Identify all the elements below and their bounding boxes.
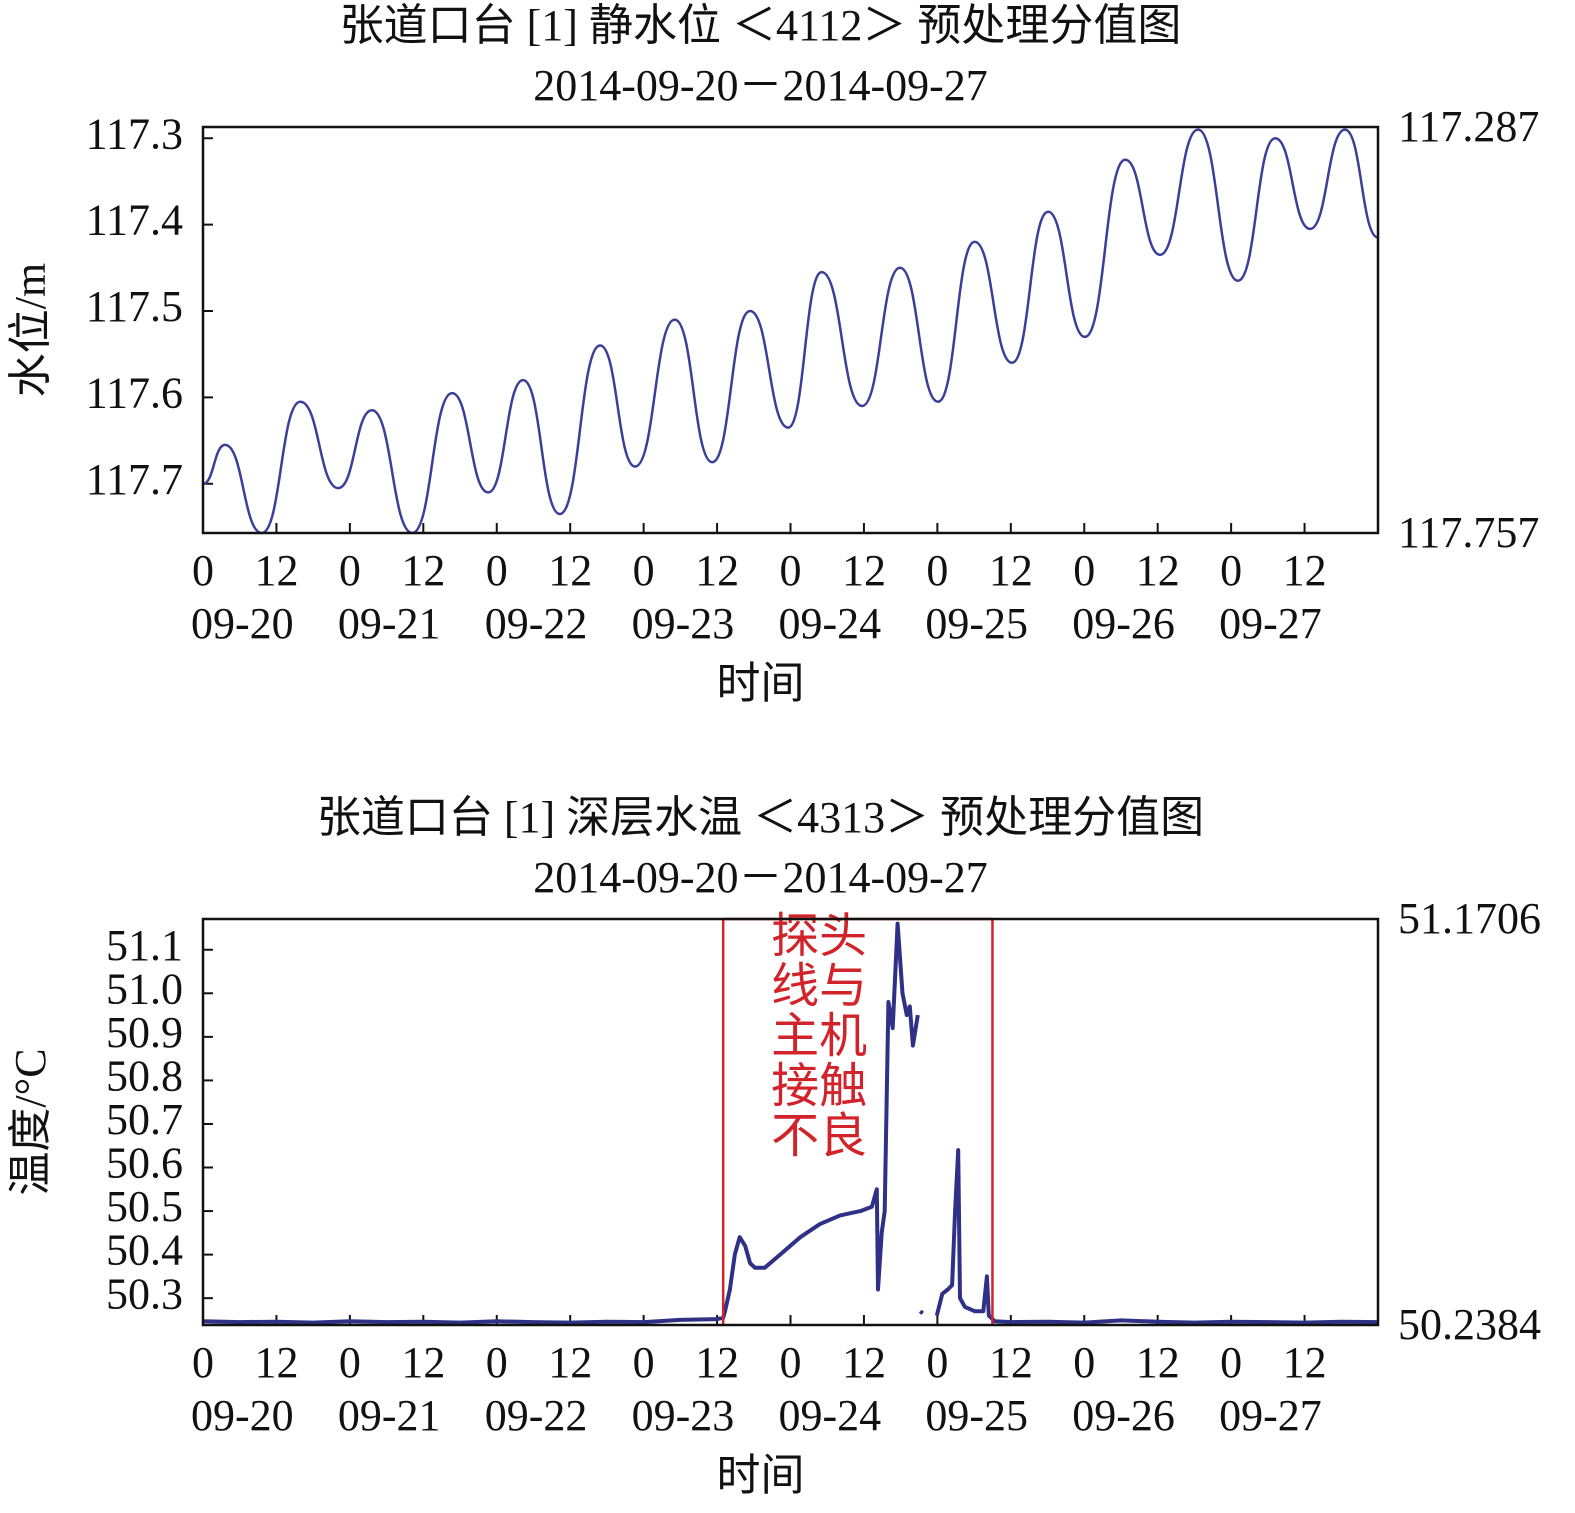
x-tick-label: 12 (548, 546, 592, 595)
x-tick-label: 0 (192, 1338, 214, 1387)
y-tick-label: 117.5 (86, 282, 183, 331)
chart-subtitle: 2014-09-20－2014-09-27 (533, 61, 988, 110)
x-tick-label: 12 (989, 546, 1033, 595)
x-tick-label: 12 (401, 1338, 445, 1387)
x-tick-label: 0 (780, 1338, 802, 1387)
x-tick-label: 0 (780, 546, 802, 595)
y-tick-label: 117.7 (86, 455, 183, 504)
x-date-label: 09-25 (925, 599, 1028, 648)
x-tick-label: 12 (989, 1338, 1033, 1387)
x-tick-label: 12 (695, 1338, 739, 1387)
x-tick-label: 0 (1073, 1338, 1095, 1387)
x-date-label: 09-21 (338, 599, 441, 648)
x-tick-label: 0 (633, 546, 655, 595)
x-tick-label: 12 (1136, 1338, 1180, 1387)
x-tick-label: 0 (192, 546, 214, 595)
y-axis-label: 温度/°C (6, 1048, 55, 1195)
chart-title: 张道口台 [1] 静水位 ＜4112＞ 预处理分值图 (340, 1, 1182, 50)
x-date-label: 09-22 (485, 1391, 588, 1440)
x-date-label: 09-23 (632, 1391, 735, 1440)
y-tick-label: 50.9 (106, 1008, 183, 1057)
y-tick-label: 117.6 (86, 368, 183, 417)
y-tick-label: 51.1 (106, 921, 183, 970)
y2-tick-label: 117.757 (1398, 508, 1539, 557)
x-date-label: 09-22 (485, 599, 588, 648)
x-date-label: 09-20 (191, 1391, 294, 1440)
x-date-label: 09-26 (1072, 1391, 1175, 1440)
chart-title: 张道口台 [1] 深层水温 ＜4313＞ 预处理分值图 (317, 793, 1204, 842)
y2-tick-label: 117.287 (1398, 102, 1539, 151)
x-date-label: 09-24 (779, 599, 882, 648)
x-tick-label: 0 (926, 1338, 948, 1387)
plot-frame (201, 917, 1380, 1327)
x-tick-label: 12 (1283, 1338, 1327, 1387)
y-tick-label: 51.0 (106, 964, 183, 1013)
x-tick-label: 0 (486, 546, 508, 595)
x-tick-label: 12 (842, 546, 886, 595)
y-tick-label: 50.7 (106, 1095, 183, 1144)
x-tick-label: 0 (1220, 546, 1242, 595)
y-tick-label: 50.6 (106, 1139, 183, 1188)
x-date-label: 09-23 (632, 599, 735, 648)
x-date-label: 09-27 (1219, 599, 1322, 648)
x-tick-label: 0 (1073, 546, 1095, 595)
plot-frame (201, 125, 1380, 535)
y2-tick-label: 51.1706 (1398, 894, 1541, 943)
y-tick-label: 50.4 (106, 1226, 183, 1275)
y2-tick-label: 50.2384 (1398, 1300, 1541, 1349)
x-tick-label: 12 (401, 546, 445, 595)
y-tick-label: 50.5 (106, 1182, 183, 1231)
y-tick-label: 117.4 (86, 196, 183, 245)
annotation-line: 线与 (771, 960, 867, 1013)
x-tick-label: 0 (1220, 1338, 1242, 1387)
x-tick-label: 12 (842, 1338, 886, 1387)
x-date-label: 09-24 (779, 1391, 882, 1440)
y-tick-label: 117.3 (86, 109, 183, 158)
x-tick-label: 12 (254, 1338, 298, 1387)
chart-subtitle: 2014-09-20－2014-09-27 (533, 853, 988, 902)
x-date-label: 09-26 (1072, 599, 1175, 648)
x-tick-label: 0 (633, 1338, 655, 1387)
x-tick-label: 12 (695, 546, 739, 595)
annotation-line: 不良 (771, 1110, 867, 1163)
y-tick-label: 50.8 (106, 1052, 183, 1101)
y-tick-label: 50.3 (106, 1269, 183, 1318)
x-tick-label: 0 (339, 546, 361, 595)
x-date-label: 09-25 (925, 1391, 1028, 1440)
y-axis-label: 水位/m (6, 263, 55, 397)
annotation-line: 接触 (771, 1060, 867, 1113)
data-line (202, 128, 1379, 535)
x-tick-label: 12 (1283, 546, 1327, 595)
x-tick-label: 0 (926, 546, 948, 595)
x-tick-label: 12 (254, 546, 298, 595)
x-tick-label: 0 (486, 1338, 508, 1387)
x-date-label: 09-20 (191, 599, 294, 648)
x-tick-label: 0 (339, 1338, 361, 1387)
annotation-line: 主机 (771, 1010, 867, 1063)
x-date-label: 09-21 (338, 1391, 441, 1440)
x-tick-label: 12 (548, 1338, 592, 1387)
x-tick-label: 12 (1136, 546, 1180, 595)
x-axis-label: 时间 (717, 1451, 805, 1500)
x-date-label: 09-27 (1219, 1391, 1322, 1440)
x-axis-label: 时间 (717, 659, 805, 708)
